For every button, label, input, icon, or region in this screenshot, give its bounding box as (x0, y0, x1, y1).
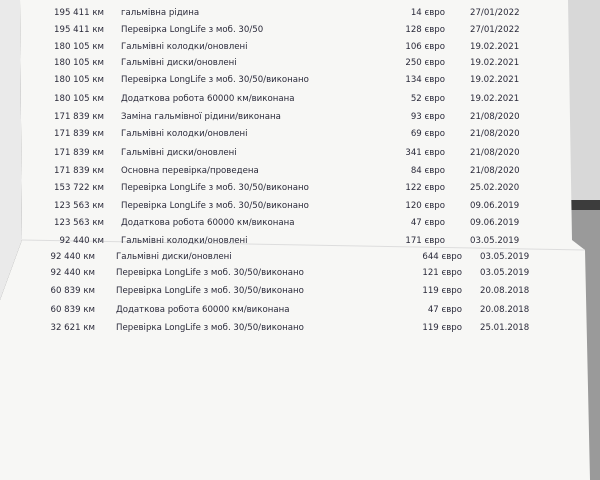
service: Основна перевірка/проведена (121, 166, 259, 176)
price: 14 євро (410, 8, 445, 18)
mileage: 153 722 км (54, 183, 104, 193)
date: 03.05.2019 (470, 236, 520, 246)
service: Перевірка LongLife з моб. 30/50/виконано (121, 183, 309, 193)
price: 69 євро (410, 129, 445, 139)
service: Заміна гальмівної рідини/виконана (121, 112, 281, 122)
service: гальмівна рідина (121, 8, 200, 18)
service: Перевірка LongLife з моб. 30/50/виконано (121, 75, 309, 85)
mileage: 123 563 км (54, 201, 104, 211)
date: 20.08.2018 (480, 305, 530, 315)
date: 19.02.2021 (470, 42, 520, 52)
price: 93 євро (410, 112, 445, 122)
price: 644 євро (422, 252, 462, 262)
service: Перевірка LongLife з моб. 30/50 (121, 25, 264, 35)
service: Додаткова робота 60000 км/виконана (121, 218, 295, 228)
date: 19.02.2021 (470, 58, 520, 68)
price: 47 євро (410, 218, 445, 228)
service: Перевірка LongLife з моб. 30/50/виконано (116, 286, 304, 296)
service: Перевірка LongLife з моб. 30/50/виконано (116, 323, 304, 333)
price: 120 євро (405, 201, 445, 211)
service: Гальмівні колодки/оновлені (121, 42, 248, 52)
service: Перевірка LongLife з моб. 30/50/виконано (121, 201, 309, 211)
mileage: 180 105 км (54, 42, 104, 52)
mileage: 123 563 км (54, 218, 104, 228)
price: 122 євро (405, 183, 445, 193)
date: 21/08/2020 (470, 166, 520, 176)
price: 171 євро (405, 236, 445, 246)
date: 21/08/2020 (470, 129, 520, 139)
mileage: 195 411 км (54, 25, 104, 35)
date: 09.06.2019 (470, 218, 520, 228)
date: 19.02.2021 (470, 94, 520, 104)
service: Гальмівні диски/оновлені (116, 252, 232, 262)
mileage: 195 411 км (54, 8, 104, 18)
service: Гальмівні диски/оновлені (121, 58, 237, 68)
date: 20.08.2018 (480, 286, 530, 296)
service: Додаткова робота 60000 км/виконана (121, 94, 295, 104)
date: 25.02.2020 (470, 183, 520, 193)
mileage: 92 440 км (59, 236, 104, 246)
mileage: 171 839 км (54, 112, 104, 122)
service: Додаткова робота 60000 км/виконана (116, 305, 290, 315)
price: 134 євро (405, 75, 445, 85)
date: 19.02.2021 (470, 75, 520, 85)
price: 47 євро (427, 305, 462, 315)
price: 341 євро (405, 148, 445, 158)
mileage: 171 839 км (54, 129, 104, 139)
mileage: 92 440 км (50, 268, 95, 278)
price: 52 євро (410, 94, 445, 104)
service: Гальмівні колодки/оновлені (121, 129, 248, 139)
mileage: 92 440 км (50, 252, 95, 262)
mileage: 60 839 км (50, 305, 95, 315)
date: 25.01.2018 (480, 323, 530, 333)
fold-line (21, 239, 586, 251)
mileage: 180 105 км (54, 94, 104, 104)
right-strip (565, 0, 600, 200)
mileage: 60 839 км (50, 286, 95, 296)
date: 21/08/2020 (470, 112, 520, 122)
mileage: 171 839 км (54, 166, 104, 176)
service: Гальмівні диски/оновлені (121, 148, 237, 158)
date: 21/08/2020 (470, 148, 520, 158)
price: 106 євро (405, 42, 445, 52)
date: 03.05.2019 (480, 252, 530, 262)
service: Перевірка LongLife з моб. 30/50/виконано (116, 268, 304, 278)
price: 84 євро (410, 166, 445, 176)
price: 119 євро (422, 323, 462, 333)
mileage: 171 839 км (54, 148, 104, 158)
price: 250 євро (405, 58, 445, 68)
date: 09.06.2019 (470, 201, 520, 211)
paper-fold (0, 0, 22, 300)
date: 03.05.2019 (480, 268, 530, 278)
date: 27/01/2022 (470, 25, 520, 35)
price: 121 євро (422, 268, 462, 278)
mileage: 180 105 км (54, 58, 104, 68)
service: Гальмівні колодки/оновлені (121, 236, 248, 246)
price: 119 євро (422, 286, 462, 296)
mileage: 32 621 км (50, 323, 95, 333)
price: 128 євро (405, 25, 445, 35)
mileage: 180 105 км (54, 75, 104, 85)
date: 27/01/2022 (470, 8, 520, 18)
